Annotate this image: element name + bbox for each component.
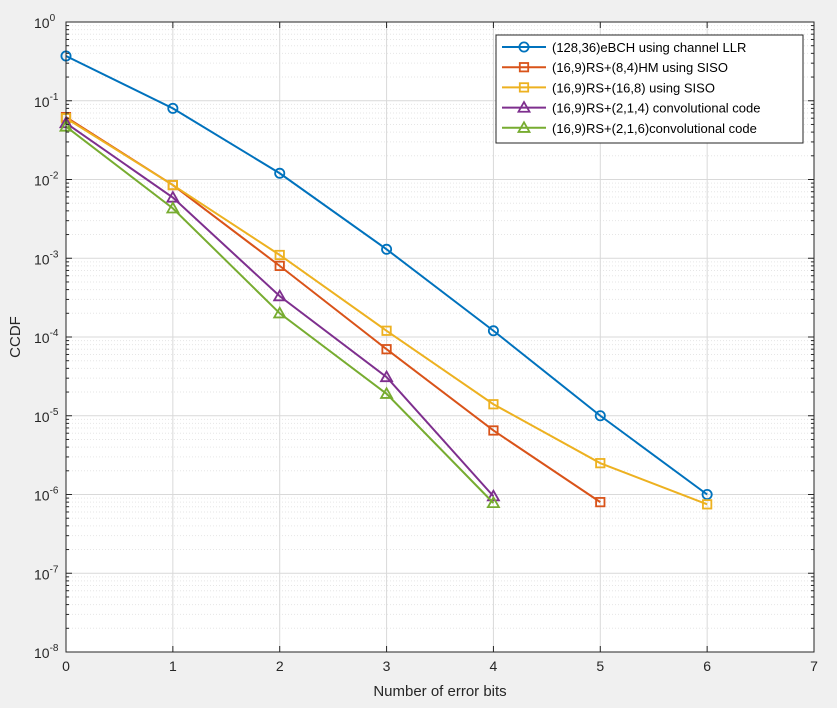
legend-label: (16,9)RS+(8,4)HM using SISO bbox=[552, 60, 728, 75]
data-point bbox=[379, 369, 394, 383]
data-point bbox=[381, 344, 392, 355]
series-line bbox=[65, 55, 708, 496]
x-tick-label: 5 bbox=[596, 658, 604, 674]
series-line bbox=[65, 117, 708, 506]
legend-entry: (16,9)RS+(8,4)HM using SISO bbox=[502, 60, 728, 75]
series-line bbox=[65, 122, 495, 497]
data-point bbox=[165, 201, 180, 214]
y-tick-label: 10-8 bbox=[34, 643, 59, 661]
legend-entry: (16,9)RS+(16,8) using SISO bbox=[502, 80, 715, 95]
data-point bbox=[379, 386, 394, 399]
data-point bbox=[381, 243, 393, 255]
legend-swatch-marker bbox=[518, 41, 530, 53]
data-point bbox=[167, 179, 178, 191]
x-tick-label: 6 bbox=[703, 658, 711, 674]
data-point bbox=[595, 497, 606, 508]
legend-swatch-marker bbox=[516, 120, 532, 133]
data-point bbox=[272, 288, 287, 302]
data-point bbox=[274, 167, 286, 179]
legend-swatch-marker bbox=[518, 82, 530, 93]
legend-label: (128,36)eBCH using channel LLR bbox=[552, 40, 746, 55]
y-tick-label: 10-3 bbox=[34, 249, 59, 267]
legend: (128,36)eBCH using channel LLR (16,9)RS+(… bbox=[495, 34, 804, 144]
series-line bbox=[65, 125, 495, 504]
x-tick-label: 7 bbox=[810, 658, 818, 674]
legend-label: (16,9)RS+(2,1,6)convolutional code bbox=[552, 121, 757, 136]
data-point bbox=[381, 325, 392, 336]
y-tick-label: 10-4 bbox=[34, 328, 59, 346]
legend-entry: (16,9)RS+(2,1,4) convolutional code bbox=[502, 100, 760, 116]
y-tick-label: 100 bbox=[34, 13, 56, 31]
x-tick-label: 4 bbox=[490, 658, 498, 674]
data-point bbox=[487, 325, 499, 337]
data-point bbox=[701, 488, 713, 500]
data-point bbox=[486, 488, 501, 502]
tick-marks bbox=[65, 21, 815, 653]
data-point bbox=[594, 410, 606, 422]
legend-swatch-marker bbox=[516, 100, 532, 113]
x-tick-label: 1 bbox=[169, 658, 177, 674]
y-tick-label: 10-5 bbox=[34, 407, 59, 425]
series-5 bbox=[58, 119, 501, 509]
data-point bbox=[488, 425, 499, 436]
x-tick-label: 3 bbox=[383, 658, 391, 674]
y-tick-label: 10-7 bbox=[34, 564, 59, 582]
y-tick-label: 10-2 bbox=[34, 171, 59, 189]
data-point bbox=[488, 399, 499, 410]
legend-label: (16,9)RS+(2,1,4) convolutional code bbox=[552, 101, 760, 116]
legend-label: (16,9)RS+(16,8) using SISO bbox=[552, 80, 715, 95]
data-point bbox=[274, 260, 285, 271]
legend-swatch-marker bbox=[518, 62, 530, 73]
x-tick-labels: 0 1 2 3 4 5 6 7 bbox=[62, 658, 818, 674]
y-tick-label: 10-6 bbox=[34, 486, 59, 504]
data-point bbox=[595, 458, 606, 469]
data-point bbox=[167, 102, 179, 114]
x-axis-label: Number of error bits bbox=[373, 683, 506, 700]
data-point bbox=[486, 495, 501, 509]
data-point bbox=[702, 499, 713, 510]
series-layer bbox=[58, 50, 713, 510]
y-tick-labels: 100 10-1 10-2 10-3 10-4 10-5 10-6 10-7 10-8 bbox=[34, 13, 59, 661]
y-tick-label: 10-1 bbox=[34, 92, 59, 110]
data-point bbox=[272, 305, 287, 319]
data-point bbox=[274, 249, 285, 261]
legend-entry: (16,9)RS+(2,1,6)convolutional code bbox=[502, 120, 757, 136]
x-tick-label: 2 bbox=[276, 658, 284, 674]
x-tick-label: 0 bbox=[62, 658, 70, 674]
legend-entry: (128,36)eBCH using channel LLR bbox=[502, 40, 746, 55]
legend-box bbox=[495, 34, 804, 144]
y-axis-label: CCDF bbox=[7, 316, 24, 358]
